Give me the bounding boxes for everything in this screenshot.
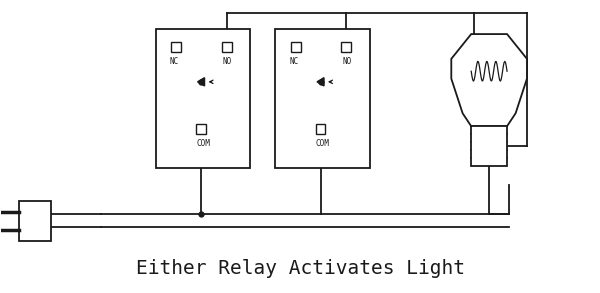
Text: NC: NC <box>170 57 179 66</box>
Bar <box>275 29 370 168</box>
Text: NC: NC <box>289 57 299 66</box>
Text: Either Relay Activates Light: Either Relay Activates Light <box>136 259 464 278</box>
Bar <box>196 124 206 134</box>
Bar <box>291 42 301 52</box>
Bar <box>316 124 325 134</box>
Text: COM: COM <box>316 139 329 148</box>
Bar <box>155 29 250 168</box>
Polygon shape <box>197 78 205 86</box>
Polygon shape <box>451 34 527 126</box>
Bar <box>172 42 181 52</box>
Bar <box>471 126 507 166</box>
Text: NO: NO <box>343 57 352 66</box>
Polygon shape <box>317 78 324 86</box>
Text: NO: NO <box>223 57 232 66</box>
Bar <box>341 42 351 52</box>
Text: COM: COM <box>196 139 210 148</box>
Bar <box>19 202 51 241</box>
Bar <box>221 42 232 52</box>
